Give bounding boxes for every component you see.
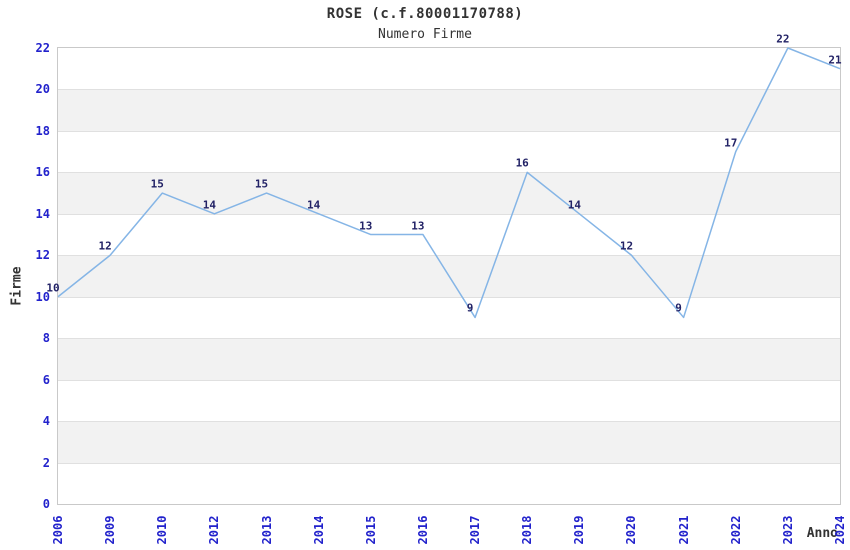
grid-band bbox=[58, 421, 840, 463]
point-label: 9 bbox=[466, 301, 474, 315]
point-label: 12 bbox=[98, 239, 112, 253]
point-label: 13 bbox=[359, 219, 373, 233]
point-label: 13 bbox=[411, 219, 425, 233]
point-label: 14 bbox=[202, 198, 217, 212]
plot-border bbox=[57, 47, 841, 505]
grid-band bbox=[58, 172, 840, 214]
grid-line bbox=[58, 379, 840, 381]
y-tick-label: 14 bbox=[35, 206, 50, 221]
point-label: 15 bbox=[254, 177, 269, 191]
y-tick-label: 18 bbox=[35, 123, 50, 138]
point-label: 17 bbox=[724, 136, 738, 150]
point-label: 12 bbox=[619, 239, 634, 253]
point-label: 14 bbox=[307, 198, 321, 212]
y-tick-label: 12 bbox=[35, 248, 50, 263]
y-tick-label: 2 bbox=[42, 455, 50, 470]
grid-line bbox=[58, 296, 840, 298]
point-label: 10 bbox=[46, 281, 60, 295]
y-tick-label: 16 bbox=[35, 165, 50, 180]
grid-band bbox=[58, 338, 840, 380]
y-tick-label: 10 bbox=[35, 289, 50, 304]
point-label: 22 bbox=[776, 32, 790, 46]
grid-line bbox=[58, 462, 840, 464]
y-tick-label: 22 bbox=[35, 41, 50, 55]
grid-band bbox=[58, 89, 840, 131]
grid-line bbox=[58, 338, 840, 340]
y-tick-label: 4 bbox=[42, 414, 50, 429]
point-label: 9 bbox=[675, 301, 682, 315]
y-tick-label: 20 bbox=[35, 82, 50, 97]
grid-line bbox=[58, 172, 840, 174]
grid-line bbox=[58, 89, 840, 91]
y-tick-label: 6 bbox=[42, 372, 50, 387]
y-tick-label: 0 bbox=[42, 497, 50, 511]
grid-line bbox=[58, 255, 840, 257]
point-label: 14 bbox=[567, 198, 581, 212]
point-label: 21 bbox=[828, 53, 842, 67]
y-tick-label: 8 bbox=[42, 331, 50, 346]
grid-line bbox=[58, 421, 840, 423]
chart-title: ROSE (c.f.80001170788) bbox=[326, 6, 524, 22]
grid-line bbox=[58, 213, 840, 215]
point-label: 16 bbox=[515, 156, 529, 170]
grid-line bbox=[58, 130, 840, 132]
chart-subtitle: Numero Firme bbox=[378, 27, 472, 42]
x-axis-title: Anno bbox=[806, 526, 838, 541]
point-label: 15 bbox=[150, 177, 164, 191]
